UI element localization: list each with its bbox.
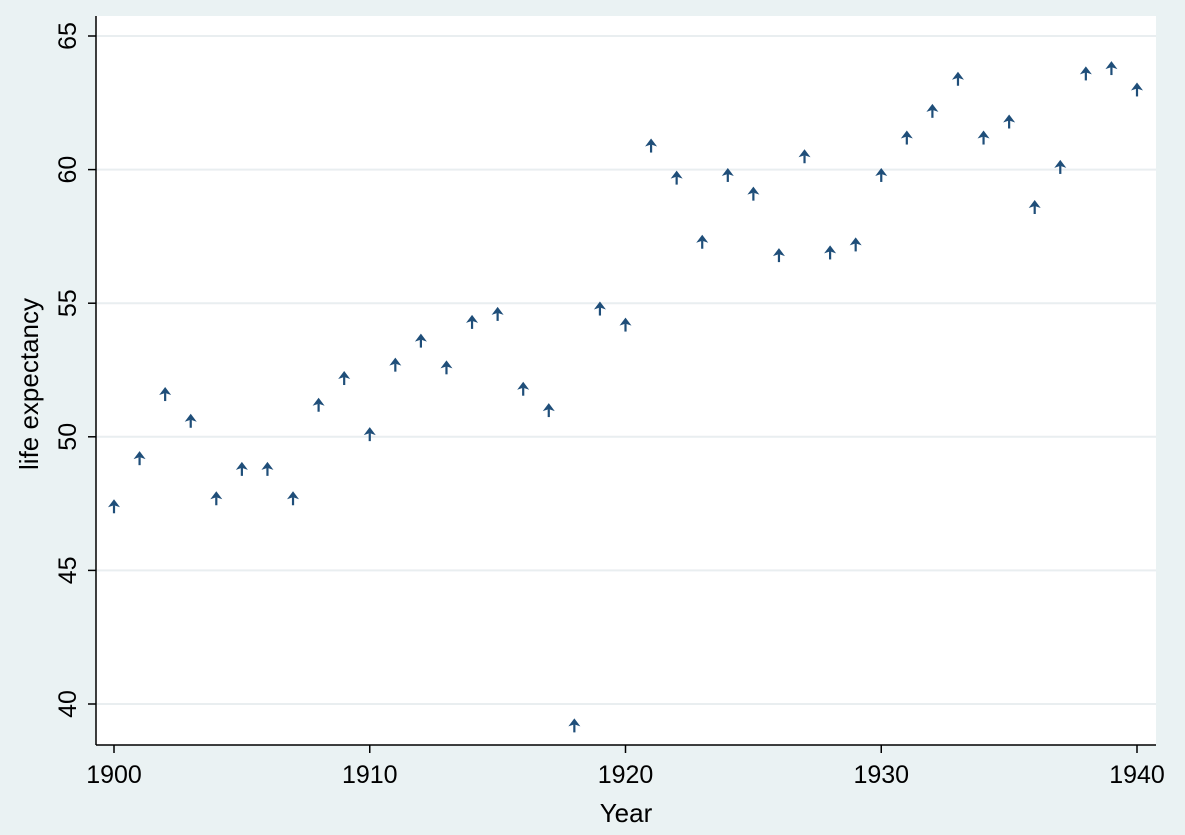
- data-point: [338, 371, 351, 386]
- data-point: [721, 167, 734, 182]
- x-tick-label: 1900: [86, 761, 142, 789]
- data-point: [926, 103, 939, 118]
- data-point: [389, 357, 402, 372]
- data-point: [1054, 159, 1067, 174]
- data-point: [1079, 66, 1092, 81]
- x-axis-ticks: 1900 1910 1920 1930 1940: [86, 745, 1165, 789]
- y-tick-label: 55: [54, 289, 82, 317]
- y-tick-label: 50: [54, 423, 82, 451]
- data-point: [287, 491, 300, 506]
- y-tick-label: 65: [54, 22, 82, 50]
- data-point: [645, 138, 658, 153]
- data-point: [491, 306, 504, 321]
- data-point: [1003, 114, 1016, 129]
- y-axis-ticks: 40 45 50 55 60 65: [54, 22, 96, 718]
- data-point: [849, 237, 862, 252]
- data-point: [133, 451, 146, 466]
- y-tick-label: 45: [54, 556, 82, 584]
- data-point: [977, 130, 990, 145]
- data-point: [517, 381, 530, 396]
- y-tick-label: 40: [54, 690, 82, 718]
- data-point: [261, 461, 274, 476]
- data-point: [159, 387, 172, 402]
- y-axis-title: life expectancy: [14, 298, 44, 470]
- data-point: [235, 461, 248, 476]
- data-point: [210, 491, 223, 506]
- data-point: [414, 333, 427, 348]
- data-points: [108, 61, 1143, 733]
- x-axis-title: Year: [600, 798, 653, 828]
- data-point: [1105, 61, 1118, 76]
- y-tick-label: 60: [54, 156, 82, 184]
- data-point: [619, 317, 632, 332]
- grid-lines: [96, 35, 1156, 705]
- data-point: [363, 427, 376, 442]
- data-point: [824, 245, 837, 260]
- data-point: [875, 167, 888, 182]
- data-point: [542, 403, 555, 418]
- data-point: [1028, 200, 1041, 215]
- x-tick-label: 1920: [598, 761, 654, 789]
- data-point: [466, 314, 479, 329]
- data-point: [747, 186, 760, 201]
- data-point: [568, 718, 581, 733]
- plot-background: [96, 16, 1156, 745]
- data-point: [798, 149, 811, 164]
- data-point: [772, 248, 785, 263]
- data-point: [108, 499, 120, 514]
- x-tick-label: 1910: [342, 761, 398, 789]
- data-point: [312, 397, 325, 412]
- data-point: [440, 360, 453, 375]
- x-tick-label: 1940: [1109, 761, 1165, 789]
- data-point: [1131, 82, 1143, 97]
- data-point: [670, 170, 683, 185]
- data-point: [900, 130, 913, 145]
- x-tick-label: 1930: [853, 761, 909, 789]
- data-point: [696, 234, 709, 249]
- data-point: [951, 71, 964, 86]
- data-point: [184, 413, 197, 428]
- data-point: [593, 301, 606, 316]
